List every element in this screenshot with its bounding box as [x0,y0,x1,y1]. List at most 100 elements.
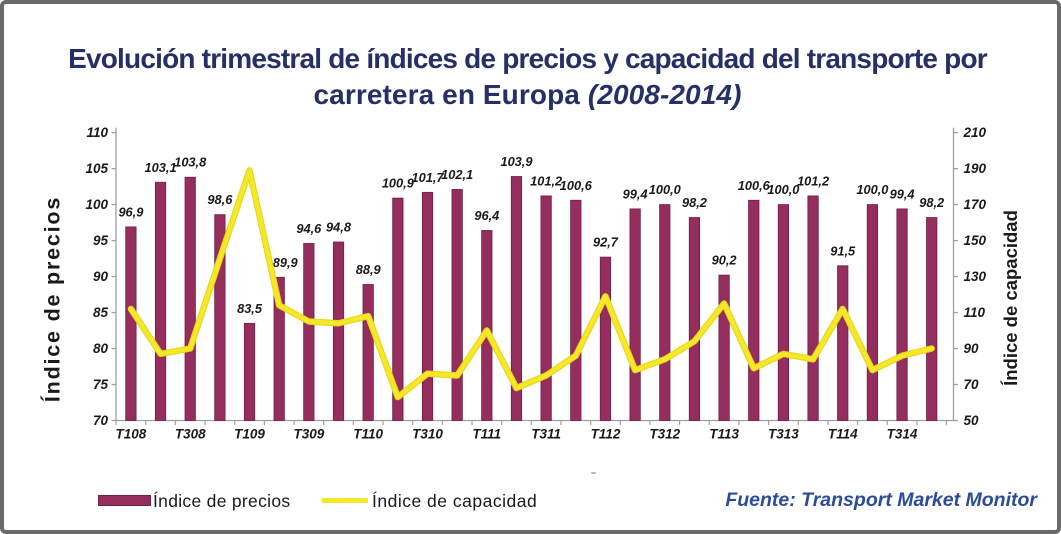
price-bar [837,265,849,421]
bar-value-label: 98,6 [207,192,233,207]
price-bar [807,195,819,421]
legend-capacity-swatch [322,498,368,503]
bar-value-label: 102,1 [441,167,473,182]
price-bar [392,197,404,421]
x-axis-tick-label: T113 [709,427,739,442]
price-bar [481,230,493,421]
x-axis-tick-label: T111 [472,427,501,442]
price-bar [659,204,671,421]
price-bar [451,189,463,421]
x-axis-tick-label: T110 [353,427,383,442]
bar-value-label: 100,0 [767,182,799,197]
right-axis-tick-label: 170 [964,197,987,212]
x-axis-tick-label: T308 [175,427,206,442]
bar-value-label: 100,6 [738,178,771,193]
bar-value-label: 100,0 [649,182,681,197]
price-bar [570,199,582,421]
bar-value-label: 91,5 [830,243,856,258]
left-axis-tick-label: 75 [93,377,109,392]
right-axis-tick-label: 190 [964,161,987,176]
x-axis-tick-label: T313 [768,427,799,442]
capacity-line [128,168,934,400]
price-bar [332,241,345,421]
bar-value-label: 96,9 [118,204,144,219]
legend-price-label: Índice de precios [153,491,291,511]
left-axis-title: Índice de precios [40,195,65,403]
bar-value-label: 101,7 [411,170,444,185]
left-axis-tick-label: 80 [93,341,109,356]
bar-value-label: 88,9 [356,262,382,277]
bar-value-label: 92,7 [593,235,619,250]
x-axis-tick-label: T311 [531,427,561,442]
left-axis-tick-label: 95 [93,233,109,248]
left-axis-tick-label: 85 [93,305,109,320]
price-bar [214,214,226,421]
left-axis-tick-label: 100 [85,197,108,212]
bar-value-label: 103,1 [145,160,177,175]
x-axis-tick-label: T112 [591,427,621,442]
right-axis-tick-label: 90 [964,341,980,356]
price-bar [184,176,196,421]
bar-value-label: 100,9 [382,176,415,191]
chart-title: Evolución trimestral de índices de preci… [0,41,1061,113]
right-axis-tick-label: 110 [964,305,986,320]
right-axis-tick-label: 150 [964,233,987,248]
chart-title-line1: Evolución trimestral de índices de preci… [68,43,988,74]
bar-value-label: 98,2 [682,195,707,210]
bar-value-label: 100,0 [856,182,888,197]
x-axis-tick-label: T310 [412,427,443,442]
bar-value-label: 100,6 [560,178,593,193]
bar-value-label: 90,2 [712,253,737,268]
bar-value-label: 98,2 [919,195,944,210]
chart-title-years: (2008-2014) [587,79,742,110]
price-bar [926,217,938,421]
x-axis-tick-label: T312 [649,427,680,442]
price-bar [629,208,641,421]
price-bar [748,199,760,421]
bar-value-label: 89,9 [273,255,299,270]
left-axis-tick-label: 70 [93,413,109,428]
left-axis-tick-label: 110 [86,125,108,140]
legend-price-swatch [98,495,151,506]
price-bar [421,191,434,421]
price-bar [777,204,790,421]
x-axis-tick-label: T309 [293,427,324,442]
price-bar [154,181,167,421]
x-axis-tick-label: T109 [234,427,265,442]
price-bar [510,176,523,421]
bar-value-label: 103,8 [174,155,207,170]
bar-value-label: 101,2 [530,173,562,188]
right-axis-tick-label: 50 [964,413,980,428]
right-axis-tick-label: 210 [963,125,987,140]
bar-value-label: 99,4 [890,186,915,201]
price-bar [125,226,137,421]
left-axis-tick-label: 105 [85,161,108,176]
price-bar [243,322,256,421]
bar-value-label: 83,5 [237,301,263,316]
price-bar [688,217,701,421]
bar-value-label: 94,8 [326,220,352,235]
chart-title-line2: carretera en Europa (2008-2014) [0,77,1055,113]
right-axis-tick-label: 130 [964,269,987,284]
price-bar [718,274,730,421]
chart-legend: Índice de precios Índice de capacidad [0,488,1061,514]
chart-title-line2-text: carretera en Europa [313,79,588,110]
bar-value-label: 96,4 [474,208,499,223]
bar-value-label: 94,6 [296,221,322,236]
stray-mark [591,472,596,474]
price-bar [273,276,285,421]
bar-value-label: 99,4 [623,186,648,201]
bar-value-label: 103,9 [500,154,533,169]
x-axis-tick-label: T314 [887,427,918,442]
price-bar [896,208,908,421]
price-bar [540,195,552,421]
x-axis-tick-label: T108 [116,427,147,442]
right-axis-tick-label: 70 [964,377,980,392]
price-bar [599,256,612,421]
price-bar [362,284,374,421]
left-axis-tick-label: 90 [93,269,109,284]
right-axis-title: Índice de capacidad [1000,210,1021,386]
bar-value-label: 101,2 [797,173,829,188]
